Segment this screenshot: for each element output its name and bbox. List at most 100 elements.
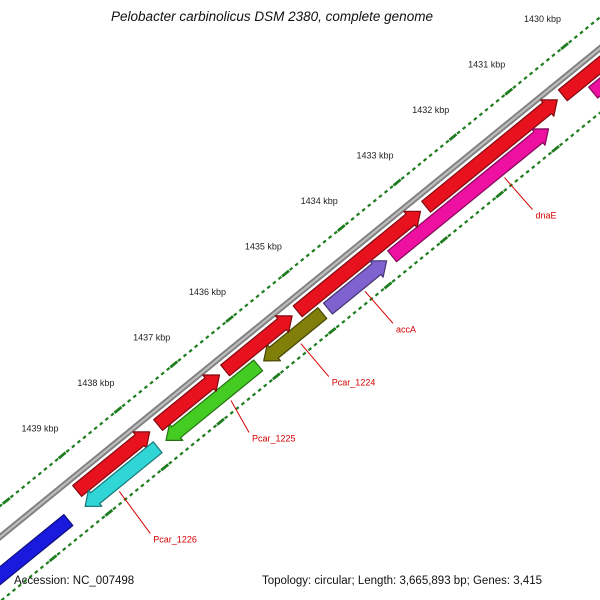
tick-mark xyxy=(478,112,483,117)
tick-mark xyxy=(391,278,396,283)
tick-mark xyxy=(495,190,505,199)
tick-mark xyxy=(462,126,467,130)
gene-arrow[interactable] xyxy=(292,210,422,318)
tick-mark xyxy=(592,115,597,120)
tick-mark xyxy=(76,439,81,444)
tick-mark xyxy=(255,294,260,299)
gene-label: Pcar_1224 xyxy=(332,378,376,388)
tick-mark xyxy=(151,474,156,479)
gene-arrow-Pcar_1225[interactable] xyxy=(165,359,264,441)
gene-arrows xyxy=(0,20,600,600)
tick-mark xyxy=(419,256,424,261)
tick-mark xyxy=(182,353,188,358)
tick-mark xyxy=(190,442,195,447)
tick-mark xyxy=(90,524,95,529)
tick-mark xyxy=(501,94,506,99)
tick-mark xyxy=(0,503,3,508)
tick-mark xyxy=(575,128,580,133)
tick-mark xyxy=(84,529,89,533)
gene-arrow[interactable] xyxy=(72,431,151,497)
tick-mark xyxy=(328,235,333,240)
gene-labels: dnaE accA Pcar_1224 Pcar_1225 Pcar_1226 xyxy=(118,177,557,544)
gene-label: Pcar_1226 xyxy=(153,534,197,544)
tick-mark xyxy=(138,389,143,394)
tick-mark xyxy=(45,560,50,565)
scale-label: 1439 kbp xyxy=(21,423,58,433)
gene-arrow[interactable] xyxy=(0,513,74,600)
gene-label-leader xyxy=(300,343,330,377)
tick-mark xyxy=(233,312,238,317)
tick-mark xyxy=(196,438,201,443)
tick-mark xyxy=(363,301,368,306)
gene-label-leader xyxy=(230,400,250,433)
tick-mark xyxy=(121,403,126,408)
gene-arrow-Pcar_1226[interactable] xyxy=(84,441,163,507)
tick-mark xyxy=(341,319,346,324)
tick-mark xyxy=(104,508,114,517)
tick-mark xyxy=(367,203,372,208)
tick-mark xyxy=(531,165,536,170)
tick-mark xyxy=(261,289,266,294)
tick-mark xyxy=(372,198,377,203)
tick-mark xyxy=(145,478,151,483)
tick-mark xyxy=(355,212,361,217)
tick-mark xyxy=(28,574,33,579)
tick-mark xyxy=(257,388,262,393)
tick-mark xyxy=(305,253,310,258)
tick-mark xyxy=(529,71,534,76)
tick-mark xyxy=(456,130,461,135)
page-title: Pelobacter carbinolicus DSM 2380, comple… xyxy=(111,9,433,24)
tick-mark xyxy=(48,462,54,467)
gene-arrow[interactable] xyxy=(588,38,600,99)
gene-arrow-Pcar_1224[interactable] xyxy=(263,307,328,362)
tick-mark xyxy=(157,469,162,474)
tick-mark xyxy=(523,75,528,80)
gene-label-leader xyxy=(504,177,533,210)
scale-label: 1430 kbp xyxy=(524,14,561,24)
tick-mark xyxy=(210,330,215,335)
tick-mark xyxy=(9,494,14,499)
tick-mark xyxy=(307,347,312,352)
scale-label: 1436 kbp xyxy=(189,287,226,297)
tick-mark xyxy=(155,376,160,381)
status-accession: Accession: NC_007498 xyxy=(14,575,134,587)
scale-label: 1432 kbp xyxy=(412,105,449,115)
gene-label: dnaE xyxy=(536,211,557,221)
tick-mark xyxy=(480,206,485,211)
tick-mark xyxy=(296,356,301,361)
gene-arrow[interactable] xyxy=(153,374,221,431)
tick-mark xyxy=(263,383,268,388)
tick-mark xyxy=(581,124,586,129)
gene-arrow[interactable] xyxy=(421,99,558,213)
tick-mark xyxy=(132,394,137,399)
tick-mark xyxy=(428,153,433,158)
gene-arrow-dnaE[interactable] xyxy=(387,128,550,263)
gene-label: Pcar_1225 xyxy=(252,434,296,444)
tick-mark xyxy=(333,230,338,235)
tick-mark xyxy=(514,178,519,183)
tick-mark xyxy=(448,133,458,141)
tick-mark xyxy=(389,185,394,190)
gene-arrow[interactable] xyxy=(220,315,293,377)
tick-mark xyxy=(32,476,37,481)
gene-arrow-accA[interactable] xyxy=(322,260,388,315)
tick-mark xyxy=(547,151,552,156)
tick-mark xyxy=(78,533,84,538)
gene-label: accA xyxy=(396,324,416,334)
tick-mark xyxy=(169,360,179,369)
tick-mark xyxy=(221,321,227,326)
gene-arrow[interactable] xyxy=(557,20,600,102)
tick-mark xyxy=(140,483,145,488)
tick-mark xyxy=(378,194,383,199)
tick-mark xyxy=(336,224,346,232)
tick-mark xyxy=(166,367,171,372)
tick-mark xyxy=(400,176,405,181)
tick-mark xyxy=(56,551,61,556)
tick-mark xyxy=(542,156,547,161)
tick-mark xyxy=(318,338,324,342)
tick-mark xyxy=(473,116,478,121)
tick-mark xyxy=(127,398,132,403)
tick-mark xyxy=(512,85,517,90)
tick-mark xyxy=(383,189,389,194)
